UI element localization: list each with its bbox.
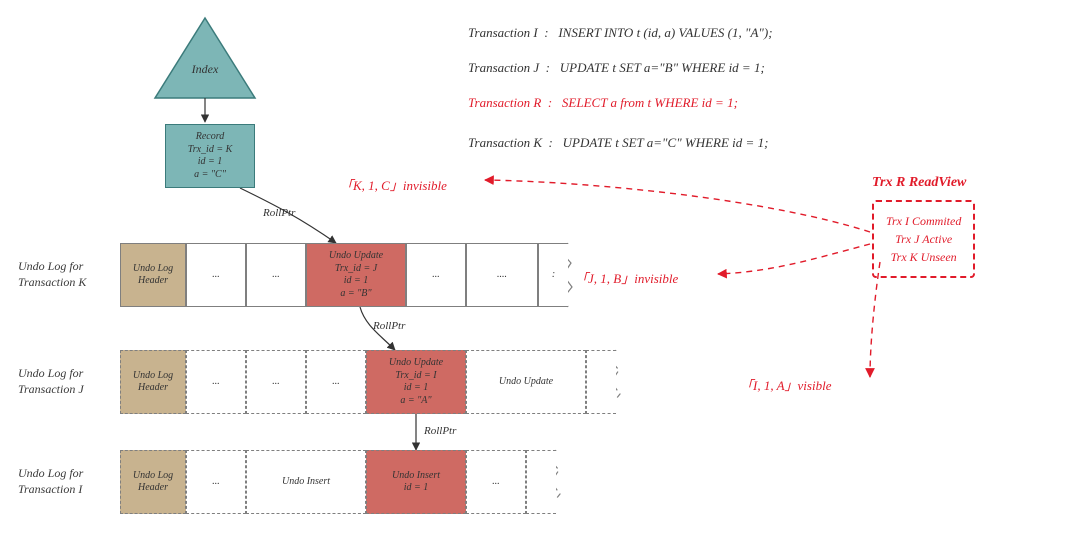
stmt-sql: INSERT INTO t (id, a) VALUES (1, "A"); <box>558 25 772 40</box>
undo-log-side-label: Undo Log forTransaction J <box>18 366 84 397</box>
visibility-annotation: 「I, 1, A」visible <box>740 375 831 394</box>
record-title: Record <box>196 131 225 144</box>
undo-log-cell: .... <box>466 243 538 307</box>
stmt-label: Transaction K <box>468 135 542 150</box>
stmt-sql: UPDATE t SET a="C" WHERE id = 1; <box>563 135 769 150</box>
stmt-sql: SELECT a from t WHERE id = 1; <box>562 95 738 110</box>
transaction-statement: Transaction K : UPDATE t SET a="C" WHERE… <box>468 135 768 151</box>
undo-log-cell: : <box>538 243 568 307</box>
readview-title: Trx R ReadView <box>872 175 966 191</box>
undo-log-cell: ... <box>246 243 306 307</box>
undo-log-cell <box>526 450 556 514</box>
index-label: Index <box>178 62 232 77</box>
undo-log-side-label: Undo Log forTransaction I <box>18 466 83 497</box>
rollptr-label-3: RollPtr <box>424 425 456 437</box>
record-trxid: Trx_id = K <box>188 144 233 157</box>
transaction-statement: Transaction R : SELECT a from t WHERE id… <box>468 95 738 111</box>
undo-log-cell: ... <box>306 350 366 414</box>
undo-log-header: Undo LogHeader <box>120 243 186 307</box>
undo-log-header: Undo LogHeader <box>120 450 186 514</box>
undo-log-cell: Undo Insert <box>246 450 366 514</box>
transaction-statement: Transaction I : INSERT INTO t (id, a) VA… <box>468 25 773 41</box>
undo-record-focus: Undo UpdateTrx_id = Jid = 1a = "B" <box>306 243 406 307</box>
record-box: Record Trx_id = K id = 1 a = "C" <box>165 124 255 188</box>
record-a: a = "C" <box>194 169 226 182</box>
rollptr-label-1: RollPtr <box>263 207 295 219</box>
stmt-label: Transaction R <box>468 95 541 110</box>
undo-log-cell: ... <box>186 350 246 414</box>
readview-box: Trx I CommitedTrx J ActiveTrx K Unseen <box>872 200 975 278</box>
undo-record-focus: Undo UpdateTrx_id = Iid = 1a = "A" <box>366 350 466 414</box>
visibility-annotation: 「K, 1, C」invisible <box>340 175 447 194</box>
undo-log-cell: ... <box>466 450 526 514</box>
transaction-statement: Transaction J : UPDATE t SET a="B" WHERE… <box>468 60 765 76</box>
undo-log-cell: ... <box>406 243 466 307</box>
readview-line: Trx I Commited <box>886 212 961 230</box>
readview-line: Trx K Unseen <box>886 248 961 266</box>
undo-log-header: Undo LogHeader <box>120 350 186 414</box>
index-triangle <box>155 18 255 98</box>
undo-log-cell: ... <box>246 350 306 414</box>
visibility-annotation: 「J, 1, B」invisible <box>575 268 678 287</box>
stmt-label: Transaction J <box>468 60 539 75</box>
undo-log-side-label: Undo Log forTransaction K <box>18 259 86 290</box>
stmt-sql: UPDATE t SET a="B" WHERE id = 1; <box>560 60 765 75</box>
stmt-label: Transaction I <box>468 25 538 40</box>
rollptr-label-2: RollPtr <box>373 320 405 332</box>
undo-log-cell: ... <box>186 243 246 307</box>
readview-line: Trx J Active <box>886 230 961 248</box>
undo-log-cell: Undo Update <box>466 350 586 414</box>
record-id: id = 1 <box>198 156 223 169</box>
undo-log-cell <box>586 350 616 414</box>
undo-log-cell: ... <box>186 450 246 514</box>
undo-record-focus: Undo Insertid = 1 <box>366 450 466 514</box>
